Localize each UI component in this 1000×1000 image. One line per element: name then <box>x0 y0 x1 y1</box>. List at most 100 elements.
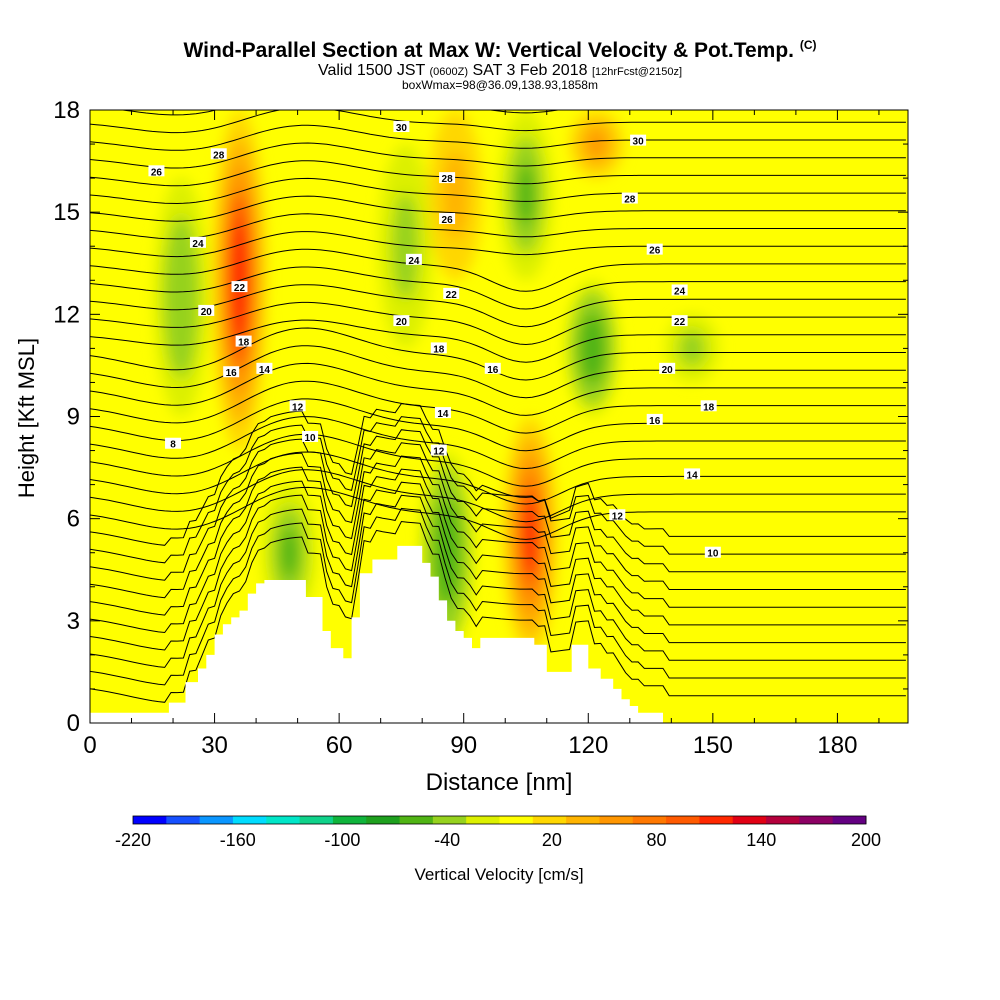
contour-label-text-24: 24 <box>674 286 686 297</box>
contour-label-bg-13 <box>439 212 456 224</box>
colorbar-swatch-0 <box>133 816 167 824</box>
contour-label-text-2: 12 <box>292 402 304 413</box>
theta-contour-27 <box>90 195 906 222</box>
theta-contour-16 <box>90 380 906 434</box>
contour-label-text-9: 26 <box>151 167 163 178</box>
theta-contour-21 <box>90 301 906 346</box>
shading-cell-9-4 <box>588 131 605 157</box>
contour-label-2: 12 <box>289 400 306 413</box>
contour-label-20: 12 <box>430 444 447 458</box>
contour-label-bg-4 <box>223 366 240 378</box>
colorbar-swatch-7 <box>366 816 401 824</box>
chart-title: Wind-Parallel Section at Max W: Vertical… <box>0 38 1000 63</box>
contour-label-30: 12 <box>609 509 626 522</box>
y-tick-label-0: 0 <box>67 710 80 737</box>
colorbar-frame <box>132 815 867 825</box>
colorbar-swatch-13 <box>566 816 600 824</box>
contour-label-text-8: 24 <box>192 239 204 250</box>
contour-label-26: 20 <box>659 362 676 376</box>
contour-label-text-11: 30 <box>396 123 408 134</box>
contour-label-text-23: 26 <box>649 246 661 257</box>
chart-title-main: Wind-Parallel Section at Max W: Vertical… <box>183 39 794 62</box>
contour-label-4: 16 <box>223 366 240 379</box>
contour-label-bg-6 <box>198 304 215 316</box>
valid-time: Valid 1500 JST (0600Z) SAT 3 Feb 2018 [1… <box>0 62 1000 80</box>
contour-label-text-15: 22 <box>446 290 458 301</box>
contour-label-text-19: 14 <box>437 409 449 420</box>
contour-label-7: 22 <box>231 281 248 294</box>
contour-label-text-13: 26 <box>442 215 454 226</box>
contour-label-bg-19 <box>434 407 451 419</box>
contour-label-text-29: 14 <box>687 470 699 481</box>
contour-label-bg-20 <box>430 444 447 456</box>
x-tick-label-4: 120 <box>568 732 608 759</box>
theta-contour-28 <box>90 177 906 205</box>
contour-label-text-18: 16 <box>487 365 499 376</box>
colorbar-swatch-5 <box>299 816 334 824</box>
contour-label-1: 10 <box>302 430 319 444</box>
contour-label-bg-11 <box>393 121 410 133</box>
theta-contour-11 <box>90 469 906 523</box>
y-tick-label-5: 15 <box>53 199 80 226</box>
contour-label-bg-18 <box>484 362 501 374</box>
x-tick-label-0: 0 <box>83 732 96 759</box>
contour-label-15: 22 <box>443 287 460 301</box>
colorbar-swatch-15 <box>632 816 667 824</box>
contour-label-9: 26 <box>148 165 165 178</box>
colorbar-swatch-1 <box>166 816 201 824</box>
contour-label-13: 26 <box>439 212 456 226</box>
theta-contour-31 <box>90 124 906 151</box>
shading-cell-2-4 <box>281 528 298 578</box>
contour-label-text-4: 16 <box>226 368 238 379</box>
contour-label-text-31: 10 <box>707 549 719 560</box>
forecast-info: [12hrFcst@2150z] <box>591 66 682 78</box>
terrain-mask <box>90 545 908 723</box>
x-tick-label-3: 90 <box>450 732 477 759</box>
contour-label-3: 14 <box>256 362 273 376</box>
contour-label-bg-21 <box>630 134 647 146</box>
theta-contour-23 <box>90 266 906 310</box>
contour-label-text-25: 22 <box>674 317 686 328</box>
contour-label-bg-28 <box>646 413 663 425</box>
contour-label-bg-5 <box>235 335 252 347</box>
theta-contour-26 <box>90 213 906 240</box>
colorbar-tick-label-6: 140 <box>746 830 776 850</box>
contour-label-19: 14 <box>434 407 451 420</box>
contour-label-text-12: 28 <box>442 174 454 185</box>
colorbar-tick-label-0: -220 <box>115 830 151 850</box>
x-tick-label-5: 150 <box>693 732 733 759</box>
contour-label-17: 18 <box>430 342 447 355</box>
contour-label-text-17: 18 <box>433 344 445 355</box>
theta-contour-17 <box>90 362 906 416</box>
contour-label-12: 28 <box>439 172 456 185</box>
theta-contour-20 <box>90 319 906 363</box>
colorbar-tick-label-5: 80 <box>647 830 667 850</box>
contour-label-8: 24 <box>189 236 206 250</box>
theta-contour-12 <box>90 451 906 505</box>
shading-cell-1-4 <box>173 254 190 341</box>
axes: 0 30 60 90 120 150 180 0 3 6 9 12 15 18 <box>53 97 908 759</box>
valid-prefix: Valid 1500 JST <box>317 62 426 79</box>
contour-label-text-14: 24 <box>408 256 420 267</box>
y-axis-label: Height [Kft MSL] <box>14 338 39 498</box>
contour-label-bg-29 <box>684 468 701 480</box>
contour-label-16: 20 <box>393 315 410 328</box>
shading-cell-5-4 <box>517 164 535 226</box>
colorbar-swatch-16 <box>666 816 700 824</box>
contour-label-bg-10 <box>210 148 227 160</box>
contour-label-text-27: 18 <box>703 402 715 413</box>
shading-cell-10-4 <box>683 336 701 361</box>
theta-contour-36 <box>90 37 906 62</box>
theta-contour-38 <box>90 1 906 26</box>
contour-label-bg-3 <box>256 362 273 374</box>
contour-label-bg-7 <box>231 281 248 293</box>
theta-contour-8 <box>90 416 906 564</box>
contour-label-bg-0 <box>165 437 182 449</box>
colorbar-label: Vertical Velocity [cm/s] <box>414 865 583 884</box>
contour-label-18: 16 <box>484 362 501 376</box>
contour-label-bg-12 <box>439 172 456 184</box>
theta-contour-30 <box>90 142 906 169</box>
contour-label-bg-22 <box>621 192 638 204</box>
contour-label-bg-27 <box>700 400 717 412</box>
contour-label-bg-14 <box>405 253 422 265</box>
